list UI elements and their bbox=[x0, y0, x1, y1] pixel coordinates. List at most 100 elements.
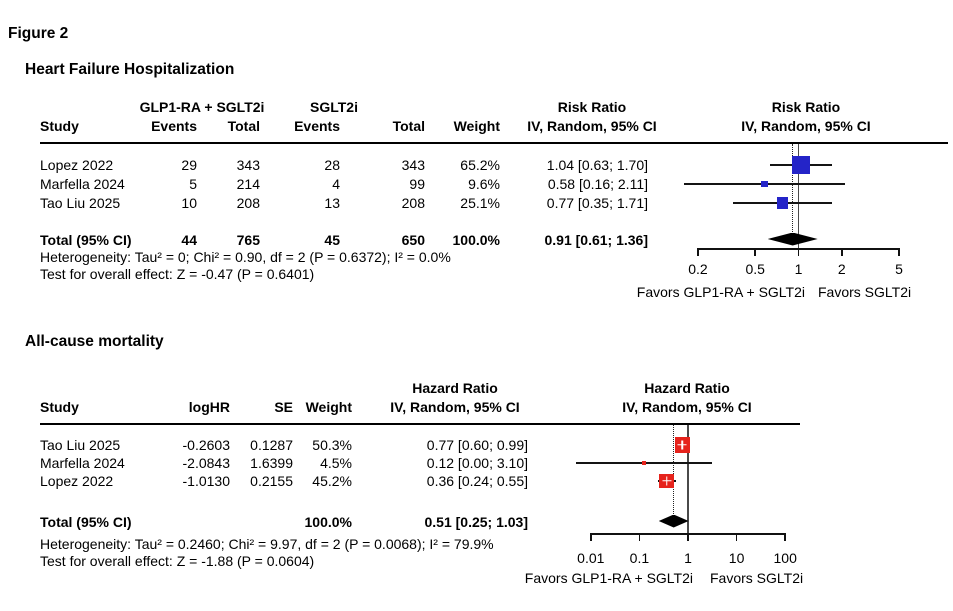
table-cell-study: Lopez 2022 bbox=[40, 473, 114, 489]
pooled-effect-dotted-line bbox=[791, 144, 793, 232]
panel2-total-estimate: 0.51 [0.25; 1.03] bbox=[424, 514, 528, 530]
panel2-total-weight: 100.0% bbox=[304, 514, 352, 530]
point-estimate-square bbox=[776, 197, 788, 209]
table-cell-se: 1.6399 bbox=[250, 455, 293, 471]
panel2-plot-subheader: IV, Random, 95% CI bbox=[622, 399, 752, 415]
axis-tick bbox=[784, 533, 786, 541]
panel1-total-weight: 100.0% bbox=[452, 232, 500, 248]
panel1-overall-test: Test for overall effect: Z = -0.47 (P = … bbox=[40, 266, 315, 282]
panel1-plot-subheader: IV, Random, 95% CI bbox=[741, 118, 871, 134]
panel2-favors-right: Favors SGLT2i bbox=[710, 570, 804, 586]
table-cell-total2: 99 bbox=[409, 176, 425, 192]
table-cell-total1: 214 bbox=[236, 176, 260, 192]
panel1-favors-left: Favors GLP1-RA + SGLT2i bbox=[636, 284, 805, 300]
table-cell-total2: 343 bbox=[401, 157, 425, 173]
panel1-col-weight: Weight bbox=[453, 118, 500, 134]
panel1-total-events2: 45 bbox=[324, 232, 340, 248]
panel1-total-total2: 650 bbox=[401, 232, 425, 248]
panel2-col-study: Study bbox=[40, 399, 79, 415]
table-cell-events1: 5 bbox=[189, 176, 197, 192]
axis-tick-label: 10 bbox=[728, 550, 745, 566]
panel2-header-rule bbox=[40, 423, 800, 425]
panel1-effect-col-subheader: IV, Random, 95% CI bbox=[527, 118, 657, 134]
table-cell-estimate: 0.77 [0.60; 0.99] bbox=[426, 437, 528, 453]
table-cell-weight: 50.3% bbox=[312, 437, 352, 453]
panel2-plot-header: Hazard Ratio bbox=[644, 380, 730, 396]
table-cell-estimate: 0.36 [0.24; 0.55] bbox=[426, 473, 528, 489]
panel1-total-total1: 765 bbox=[236, 232, 260, 248]
panel2-effect-col-subheader: IV, Random, 95% CI bbox=[390, 399, 520, 415]
table-cell-weight: 45.2% bbox=[312, 473, 352, 489]
axis-tick bbox=[841, 248, 843, 256]
table-cell-estimate: 0.77 [0.35; 1.71] bbox=[546, 195, 648, 211]
axis-tick bbox=[754, 248, 756, 256]
panel2-favors-left: Favors GLP1-RA + SGLT2i bbox=[524, 570, 693, 586]
table-cell-estimate: 1.04 [0.63; 1.70] bbox=[546, 157, 648, 173]
panel1-plot-header: Risk Ratio bbox=[771, 99, 841, 115]
table-cell-weight: 65.2% bbox=[460, 157, 500, 173]
plus-marker-v bbox=[681, 440, 684, 450]
table-cell-events2: 13 bbox=[324, 195, 340, 211]
plus-marker-v bbox=[665, 476, 668, 486]
table-cell-total2: 208 bbox=[401, 195, 425, 211]
point-estimate-square bbox=[791, 156, 810, 174]
table-cell-loghr: -2.0843 bbox=[182, 455, 230, 471]
axis-tick bbox=[687, 533, 689, 541]
axis-tick-label: 0.5 bbox=[745, 261, 765, 277]
axis-tick bbox=[735, 533, 738, 541]
panel1-header-rule bbox=[40, 142, 948, 144]
panel1-total-events1: 44 bbox=[181, 232, 197, 248]
table-cell-events1: 10 bbox=[181, 195, 197, 211]
panel1-col-study: Study bbox=[40, 118, 79, 134]
table-cell-weight: 25.1% bbox=[460, 195, 500, 211]
axis-tick-label: 1 bbox=[684, 550, 692, 566]
axis-tick-label: 0.1 bbox=[629, 550, 650, 566]
panel1-favors-right: Favors SGLT2i bbox=[818, 284, 912, 300]
table-cell-total1: 343 bbox=[236, 157, 260, 173]
pooled-diamond bbox=[767, 232, 818, 246]
axis-tick bbox=[590, 533, 592, 541]
panel1-group2-header: SGLT2i bbox=[310, 99, 358, 115]
panel1-col-total1: Total bbox=[227, 118, 260, 134]
panel1-heterogeneity: Heterogeneity: Tau² = 0; Chi² = 0.90, df… bbox=[40, 249, 451, 265]
table-cell-se: 0.1287 bbox=[250, 437, 293, 453]
table-cell-study: Marfella 2024 bbox=[40, 176, 125, 192]
point-estimate-square bbox=[659, 473, 675, 489]
axis-tick-label: 0.01 bbox=[577, 550, 605, 566]
table-cell-loghr: -1.0130 bbox=[182, 473, 230, 489]
panel1-col-events1: Events bbox=[151, 118, 197, 134]
pooled-diamond bbox=[658, 514, 689, 528]
axis-tick bbox=[638, 533, 641, 541]
axis-tick bbox=[898, 248, 900, 256]
point-estimate-square bbox=[641, 460, 647, 466]
table-cell-loghr: -0.2603 bbox=[182, 437, 230, 453]
panel2-heterogeneity: Heterogeneity: Tau² = 0.2460; Chi² = 9.9… bbox=[40, 536, 494, 552]
panel2-title: All-cause mortality bbox=[25, 333, 164, 350]
axis-tick-label: 0.2 bbox=[688, 261, 708, 277]
axis-tick-label: 1 bbox=[794, 261, 803, 277]
table-cell-events2: 28 bbox=[324, 157, 340, 173]
axis-tick bbox=[797, 248, 800, 256]
axis-tick-label: 5 bbox=[895, 261, 903, 277]
table-cell-weight: 4.5% bbox=[320, 455, 352, 471]
axis-tick-label: 100 bbox=[773, 550, 797, 566]
panel2-col-loghr: logHR bbox=[188, 399, 230, 415]
panel1-group1-header: GLP1-RA + SGLT2i bbox=[139, 99, 265, 115]
panel1-col-events2: Events bbox=[294, 118, 340, 134]
table-cell-weight: 9.6% bbox=[468, 176, 500, 192]
null-effect-line bbox=[687, 425, 689, 533]
point-estimate-square bbox=[761, 180, 768, 188]
table-cell-estimate: 0.12 [0.00; 3.10] bbox=[426, 455, 528, 471]
table-cell-study: Marfella 2024 bbox=[40, 455, 125, 471]
table-cell-total1: 208 bbox=[236, 195, 260, 211]
panel1-total-label: Total (95% CI) bbox=[40, 232, 132, 248]
axis-tick-label: 2 bbox=[837, 261, 846, 277]
axis-tick bbox=[697, 248, 699, 256]
panel2-col-se: SE bbox=[274, 399, 293, 415]
table-cell-study: Tao Liu 2025 bbox=[40, 437, 121, 453]
panel2-overall-test: Test for overall effect: Z = -1.88 (P = … bbox=[40, 553, 315, 569]
panel1-effect-col-header: Risk Ratio bbox=[557, 99, 627, 115]
table-cell-study: Tao Liu 2025 bbox=[40, 195, 121, 211]
figure-label: Figure 2 bbox=[8, 25, 69, 42]
